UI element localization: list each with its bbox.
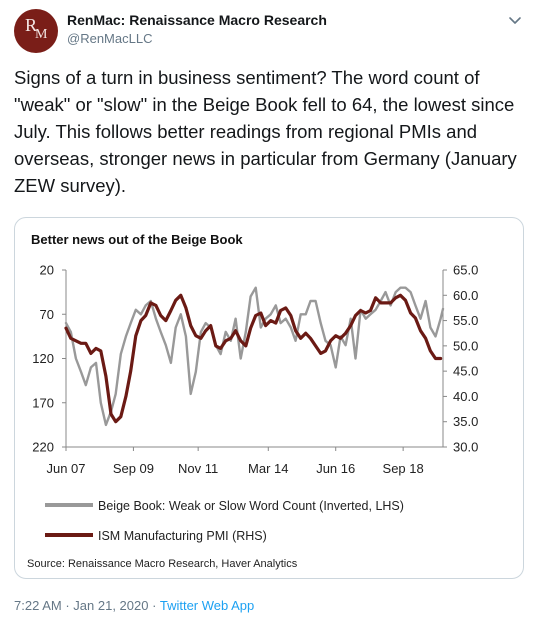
- tweet-footer: 7:22 AM · Jan 21, 2020 · Twitter Web App: [14, 598, 254, 613]
- display-name[interactable]: RenMac: Renaissance Macro Research: [67, 12, 327, 28]
- avatar-letter-r: R: [25, 15, 38, 35]
- series-ism-pmi-line: [64, 293, 443, 424]
- series-beige-book-line: [64, 286, 445, 427]
- x-tick-label: Sep 18: [383, 461, 424, 476]
- tweet-time[interactable]: 7:22 AM: [14, 598, 62, 613]
- x-tick-label: Jun 16: [316, 461, 355, 476]
- avatar[interactable]: R M: [14, 9, 58, 53]
- chart: Better news out of the Beige Book 20 70 12…: [27, 232, 478, 570]
- right-tick-label: 35.0: [453, 414, 478, 429]
- right-tick-label: 50.0: [453, 338, 478, 353]
- left-tick-label: 70: [40, 307, 54, 322]
- chart-image[interactable]: Better news out of the Beige Book 20 70 12…: [14, 217, 524, 579]
- x-tick-label: Sep 09: [113, 461, 154, 476]
- right-tick-label: 40.0: [453, 389, 478, 404]
- left-tick-label: 20: [40, 263, 54, 278]
- right-tick-label: 55.0: [453, 313, 478, 328]
- legend: Beige Book: Weak or Slow Word Count (Inv…: [45, 499, 404, 543]
- legend-label-beige: Beige Book: Weak or Slow Word Count (Inv…: [98, 499, 404, 513]
- chart-source-note: Source: Renaissance Macro Research, Have…: [27, 558, 298, 570]
- x-tick-label: Mar 14: [248, 461, 288, 476]
- tweet-source-link[interactable]: Twitter Web App: [159, 598, 255, 613]
- left-tick-label: 120: [32, 351, 54, 366]
- right-tick-label: 65.0: [453, 263, 478, 278]
- chart-title: Better news out of the Beige Book: [31, 232, 243, 247]
- x-tick-label: Jun 07: [46, 461, 85, 476]
- tweet-text: Signs of a turn in business sentiment? T…: [14, 67, 522, 196]
- user-handle[interactable]: @RenMacLLC: [67, 31, 153, 46]
- right-tick-label: 30.0: [453, 440, 478, 455]
- separator-dot: ·: [65, 598, 70, 613]
- right-tick-label: 45.0: [453, 364, 478, 379]
- chevron-down-icon[interactable]: [507, 12, 523, 28]
- left-tick-label: 170: [32, 395, 54, 410]
- right-tick-label: 60.0: [453, 288, 478, 303]
- legend-label-ism: ISM Manufacturing PMI (RHS): [98, 529, 267, 543]
- separator-dot: ·: [152, 598, 157, 613]
- x-tick-label: Nov 11: [178, 461, 218, 476]
- avatar-letter-m: M: [35, 27, 48, 42]
- left-tick-label: 220: [32, 440, 54, 455]
- tweet-date[interactable]: Jan 21, 2020: [73, 598, 149, 613]
